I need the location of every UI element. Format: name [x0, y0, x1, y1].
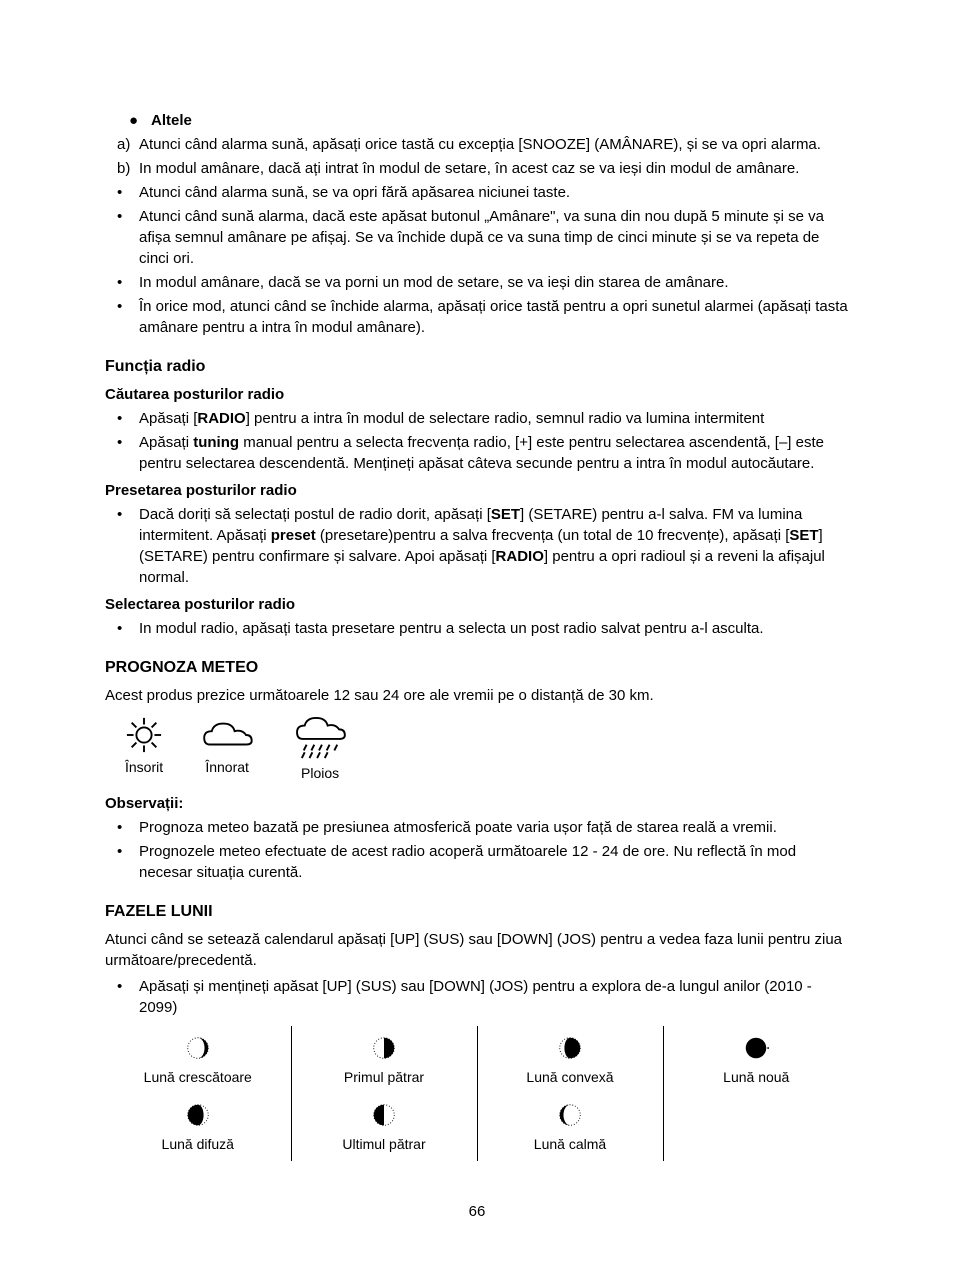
- moon-label: Lună difuză: [162, 1135, 234, 1155]
- radio-search-heading: Căutarea posturilor radio: [105, 384, 849, 405]
- moon-label: Ultimul pătrar: [342, 1135, 425, 1155]
- altele-title: Altele: [151, 110, 849, 131]
- list-item: • Atunci când alarma sună, se va opri fă…: [105, 182, 849, 203]
- list-item: • Atunci când sună alarma, dacă este apă…: [105, 206, 849, 269]
- text-part: ] pentru a intra în modul de selectare r…: [246, 410, 765, 427]
- letter-marker: a): [117, 134, 139, 155]
- moon-full-icon: [742, 1034, 770, 1062]
- list-text: Apăsați tuning manual pentru a selecta f…: [139, 432, 849, 474]
- list-item: b) In modul amânare, dacă ați intrat în …: [105, 158, 849, 179]
- text-bold: preset: [271, 527, 316, 544]
- prognoza-heading: PROGNOZA METEO: [105, 657, 849, 679]
- observations-heading: Observații:: [105, 793, 849, 814]
- text-bold: tuning: [193, 434, 239, 451]
- moon-phases-table: Lună crescătoare Primul pătrar Lună conv…: [105, 1026, 849, 1161]
- list-text: Prognozele meteo efectuate de acest radi…: [139, 841, 849, 883]
- moon-cell: Lună crescătoare: [115, 1034, 281, 1088]
- moon-cell: Lună calmă: [488, 1101, 653, 1155]
- altele-heading-row: ● Altele: [117, 110, 849, 131]
- moon-first-quarter-icon: [370, 1034, 398, 1062]
- list-item: • Prognozele meteo efectuate de acest ra…: [105, 841, 849, 883]
- weather-rainy: Ploios: [291, 716, 349, 784]
- weather-cloudy: Înnorat: [198, 716, 256, 784]
- moon-label: Primul pătrar: [344, 1068, 424, 1088]
- list-text: In modul amânare, dacă se va porni un mo…: [139, 272, 849, 293]
- text-part: Apăsați [: [139, 410, 197, 427]
- sun-icon: [125, 716, 163, 754]
- radio-heading: Funcția radio: [105, 356, 849, 378]
- bullet-icon: •: [117, 182, 139, 203]
- bullet-icon: •: [117, 817, 139, 838]
- moon-label: Lună convexă: [526, 1068, 613, 1088]
- weather-sunny: Însorit: [125, 716, 163, 784]
- bullet-icon: •: [117, 976, 139, 997]
- radio-preset-heading: Presetarea posturilor radio: [105, 480, 849, 501]
- page-number: 66: [105, 1201, 849, 1222]
- text-part: manual pentru a selecta frecvența radio,…: [139, 434, 824, 472]
- list-item: • Apăsați și mențineți apăsat [UP] (SUS)…: [105, 976, 849, 1018]
- bullet-icon: •: [117, 618, 139, 639]
- weather-icons-row: Însorit Înnorat Ploios: [105, 716, 849, 784]
- text-part: (presetare)pentru a salva frecvența (un …: [316, 527, 790, 544]
- bullet-icon: •: [117, 206, 139, 227]
- text-bold: SET: [491, 506, 520, 523]
- text-part: Apăsați: [139, 434, 193, 451]
- bullet-icon: •: [117, 296, 139, 317]
- text-bold: RADIO: [197, 410, 245, 427]
- list-text: In modul radio, apăsați tasta presetare …: [139, 618, 849, 639]
- prognoza-intro: Acest produs prezice următoarele 12 sau …: [105, 685, 849, 706]
- moon-label: Lună crescătoare: [144, 1068, 252, 1088]
- list-text: Dacă doriți să selectați postul de radio…: [139, 504, 849, 588]
- bullet-icon: •: [117, 408, 139, 429]
- moon-label: Lună calmă: [534, 1135, 606, 1155]
- text-part: Dacă doriți să selectați postul de radio…: [139, 506, 491, 523]
- list-item: • Apăsați tuning manual pentru a selecta…: [105, 432, 849, 474]
- lunii-heading: FAZELE LUNII: [105, 901, 849, 923]
- weather-label: Însorit: [125, 758, 163, 778]
- moon-cell: Primul pătrar: [302, 1034, 467, 1088]
- radio-select-heading: Selectarea posturilor radio: [105, 594, 849, 615]
- moon-cell: Lună nouă: [674, 1034, 840, 1088]
- weather-label: Înnorat: [205, 758, 249, 778]
- bullet-icon: •: [117, 504, 139, 525]
- list-text: Atunci când alarma sună, se va opri fără…: [139, 182, 849, 203]
- bullet-icon: ●: [129, 110, 151, 131]
- cloud-icon: [198, 716, 256, 754]
- moon-cell: Ultimul pătrar: [302, 1101, 467, 1155]
- letter-marker: b): [117, 158, 139, 179]
- moon-waxing-gibbous-icon: [556, 1034, 584, 1062]
- weather-label: Ploios: [301, 764, 339, 784]
- list-item: • În orice mod, atunci când se închide a…: [105, 296, 849, 338]
- text-bold: RADIO: [496, 548, 544, 565]
- list-text: Apăsați [RADIO] pentru a intra în modul …: [139, 408, 849, 429]
- list-text: Atunci când sună alarma, dacă este apăsa…: [139, 206, 849, 269]
- list-item: a) Atunci când alarma sună, apăsați oric…: [105, 134, 849, 155]
- moon-cell: Lună difuză: [115, 1101, 281, 1155]
- moon-cell: Lună convexă: [488, 1034, 653, 1088]
- list-item: • In modul radio, apăsați tasta presetar…: [105, 618, 849, 639]
- bullet-icon: •: [117, 272, 139, 293]
- list-item: • Dacă doriți să selectați postul de rad…: [105, 504, 849, 588]
- bullet-icon: •: [117, 841, 139, 862]
- list-item: • Apăsați [RADIO] pentru a intra în modu…: [105, 408, 849, 429]
- moon-waning-gibbous-icon: [184, 1101, 212, 1129]
- moon-waning-crescent-icon: [556, 1101, 584, 1129]
- altele-a: Atunci când alarma sună, apăsați orice t…: [139, 134, 849, 155]
- list-item: • In modul amânare, dacă se va porni un …: [105, 272, 849, 293]
- moon-last-quarter-icon: [370, 1101, 398, 1129]
- bullet-icon: •: [117, 432, 139, 453]
- text-bold: SET: [789, 527, 818, 544]
- list-text: Apăsați și mențineți apăsat [UP] (SUS) s…: [139, 976, 849, 1018]
- rain-icon: [291, 716, 349, 760]
- list-text: În orice mod, atunci când se închide ala…: [139, 296, 849, 338]
- moon-waxing-crescent-icon: [184, 1034, 212, 1062]
- list-item: • Prognoza meteo bazată pe presiunea atm…: [105, 817, 849, 838]
- list-text: Prognoza meteo bazată pe presiunea atmos…: [139, 817, 849, 838]
- lunii-intro: Atunci când se setează calendarul apăsaț…: [105, 929, 849, 971]
- altele-b: In modul amânare, dacă ați intrat în mod…: [139, 158, 849, 179]
- moon-label: Lună nouă: [723, 1068, 789, 1088]
